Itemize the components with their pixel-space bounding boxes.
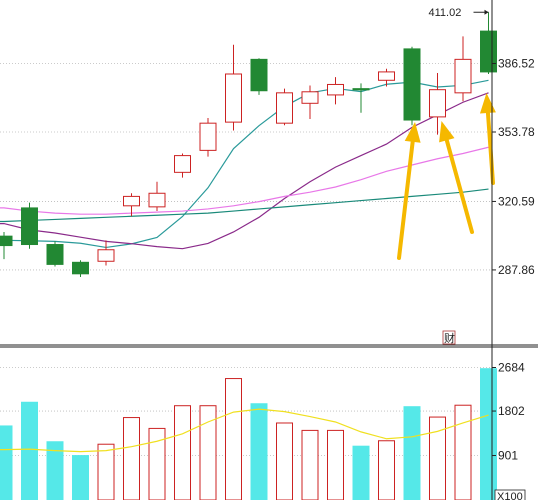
candle-body <box>429 89 446 118</box>
max-pointer-arrowhead <box>484 9 489 15</box>
price-tick-label: 287.86 <box>498 263 535 277</box>
down-volume-bar <box>403 406 421 500</box>
up-candle <box>454 36 472 102</box>
annotation-arrow-head <box>439 121 455 143</box>
candle-body <box>454 58 472 94</box>
finance-marker: 财 <box>442 330 456 345</box>
price-tick-label: 386.52 <box>498 57 535 71</box>
annotation-arrow-head <box>404 122 421 143</box>
candle-body <box>0 235 13 247</box>
up-volume-bar <box>429 416 446 500</box>
up-candle <box>276 88 293 126</box>
price-tick-label: 353.78 <box>498 125 535 139</box>
up-volume-bar <box>225 378 242 500</box>
down-candle <box>403 46 421 126</box>
down-volume-bar <box>250 403 268 500</box>
price-gridlines <box>0 63 492 271</box>
annotation-arrow <box>439 121 474 234</box>
annotation-arrow-shaft <box>444 138 474 234</box>
volume-unit-label: X100 <box>497 491 523 500</box>
down-volume-bar <box>72 455 89 500</box>
max-price-label: 411.02 <box>429 7 462 19</box>
up-candle <box>174 153 191 178</box>
candlesticks <box>0 9 497 277</box>
up-volume-bar <box>454 404 472 500</box>
candle-body <box>301 91 319 104</box>
volume-ma-line <box>0 408 489 453</box>
volume-tick-label: 2684 <box>498 361 525 375</box>
volume-unit-box: X100 <box>494 489 526 500</box>
candle-body <box>480 30 497 73</box>
candle-body <box>378 71 395 81</box>
up-candle <box>225 44 242 131</box>
price-tick-labels: 287.86 320.59 353.78 386.52 <box>492 57 535 277</box>
finance-marker-text: 财 <box>444 331 455 345</box>
price-tick-label: 320.59 <box>498 194 535 208</box>
candle-body <box>46 244 64 265</box>
candle-body <box>352 88 370 91</box>
down-volume-bar <box>0 425 13 500</box>
down-candle <box>0 231 13 260</box>
up-candle <box>301 85 319 119</box>
candle-body <box>276 92 293 124</box>
annotation-arrow <box>397 122 421 260</box>
up-candle <box>327 77 344 105</box>
annotation-arrow <box>479 93 496 185</box>
candle-body <box>174 155 191 173</box>
down-candle <box>72 260 89 277</box>
down-volume-bar <box>46 441 64 500</box>
candle-body <box>327 83 344 96</box>
candle-body <box>72 261 89 275</box>
up-volume-bar <box>301 429 319 500</box>
ma10-line <box>0 92 489 250</box>
up-candle <box>199 117 217 157</box>
candle-body <box>225 73 242 123</box>
candle-body <box>97 249 115 262</box>
down-volume-bar <box>21 401 38 500</box>
down-candle <box>46 241 64 267</box>
down-candle <box>480 12 497 75</box>
up-volume-bar <box>327 429 344 500</box>
annotation-arrow-head <box>479 93 496 114</box>
volume-tick-label: 1802 <box>498 404 525 418</box>
up-volume-bar <box>174 405 191 500</box>
candle-body <box>199 122 217 151</box>
up-volume-bar <box>378 440 395 500</box>
ma60-line <box>0 188 489 223</box>
annotation-arrow-shaft <box>397 139 415 260</box>
volume-tick-labels: 901 1802 2684 <box>492 361 525 463</box>
candle-body <box>250 58 268 92</box>
candle-body <box>123 195 140 207</box>
candle-body <box>21 207 38 246</box>
up-candle <box>123 193 140 217</box>
up-candle <box>429 72 446 135</box>
up-volume-bar <box>276 422 293 500</box>
down-volume-bar <box>352 445 370 500</box>
up-candle <box>378 68 395 87</box>
up-volume-bar <box>97 443 115 500</box>
up-volume-bar <box>123 417 140 500</box>
down-candle <box>352 83 370 113</box>
down-candle <box>21 202 38 249</box>
candle-body <box>148 192 166 208</box>
up-candle <box>148 181 166 212</box>
down-candle <box>250 58 268 95</box>
volume-ma-polyline <box>0 408 489 453</box>
ma20-line <box>0 146 489 215</box>
volume-tick-label: 901 <box>498 449 518 463</box>
down-volume-bar <box>480 368 497 500</box>
candle-body <box>403 48 421 121</box>
up-candle <box>97 240 115 266</box>
